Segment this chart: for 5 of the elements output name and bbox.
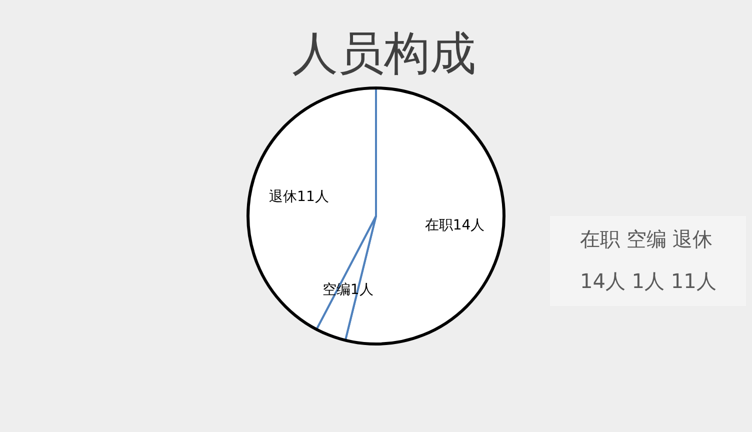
chart-title: 人员构成 — [292, 26, 476, 80]
text: 14人 1人 11人 — [580, 269, 716, 293]
slice-label: 退休11人 — [269, 189, 329, 206]
text: 在职 空编 退休 — [580, 227, 713, 251]
slice-label: 在职14人 — [424, 218, 485, 234]
